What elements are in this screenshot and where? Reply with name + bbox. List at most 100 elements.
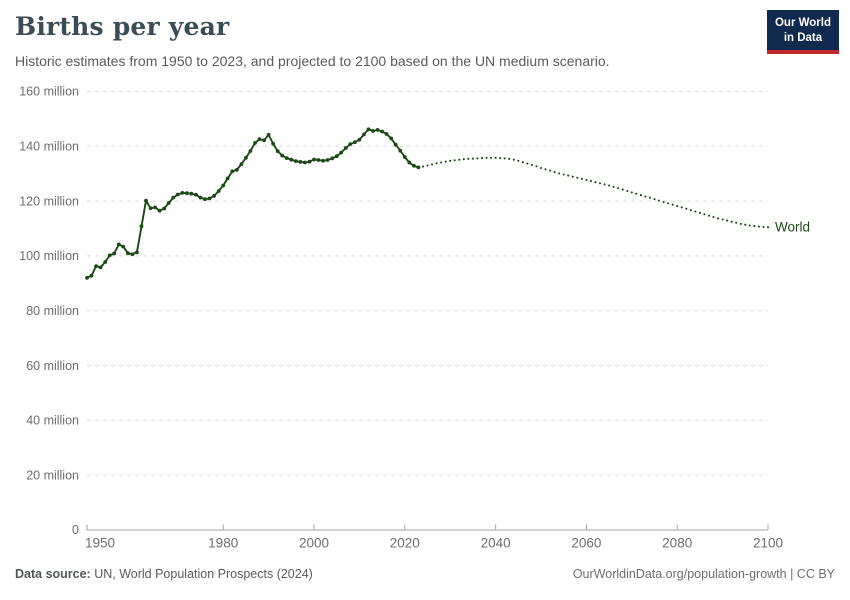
- projection-dot: [644, 195, 647, 198]
- data-point: [121, 244, 126, 249]
- data-point: [148, 206, 153, 211]
- projection-dot: [685, 207, 688, 210]
- data-point: [189, 191, 194, 196]
- data-point: [112, 251, 117, 256]
- chart-title: Births per year: [15, 12, 230, 41]
- projection-dot: [707, 214, 711, 217]
- projection-dot: [440, 161, 443, 164]
- projection-dot: [639, 194, 642, 197]
- data-point: [275, 149, 280, 154]
- projection-dot: [485, 156, 488, 159]
- projection-dot: [421, 165, 425, 168]
- data-point: [280, 153, 285, 158]
- data-point: [402, 155, 407, 159]
- projection-dot: [617, 187, 620, 190]
- projection-dot: [526, 162, 529, 165]
- projection-dot: [453, 159, 456, 162]
- projection-dot: [689, 209, 692, 212]
- y-tick-label: 60 million: [26, 359, 79, 373]
- projection-dot: [680, 206, 683, 209]
- projection-dot: [657, 199, 661, 202]
- projection-dot: [653, 198, 656, 201]
- projection-dot: [612, 185, 615, 188]
- data-point: [144, 198, 148, 203]
- data-point: [339, 150, 344, 155]
- y-tick-label: 40 million: [26, 414, 79, 428]
- data-point: [94, 264, 98, 268]
- x-tick-label: 1980: [208, 536, 238, 551]
- owid-logo-line1: Our World: [774, 17, 831, 29]
- projection-dot: [667, 202, 670, 205]
- projection-dot: [521, 161, 524, 164]
- data-point: [316, 158, 321, 162]
- data-point: [384, 132, 389, 136]
- data-point: [407, 160, 412, 165]
- projection-dot: [535, 165, 538, 168]
- owid-logo-line2: in Data: [783, 31, 823, 44]
- projection-dot: [480, 157, 484, 160]
- projection-dot: [735, 221, 738, 224]
- projection-dot: [562, 173, 565, 176]
- projection-dot: [426, 164, 429, 167]
- data-point: [371, 129, 375, 133]
- projection-dot: [499, 157, 502, 160]
- data-point: [166, 201, 171, 205]
- projection-dot: [530, 163, 533, 166]
- projection-dot: [471, 157, 474, 160]
- projection-dot: [430, 163, 434, 166]
- data-point: [98, 265, 103, 270]
- x-tick-label: 2040: [481, 536, 511, 551]
- projection-dot: [458, 158, 461, 161]
- data-point: [157, 208, 162, 213]
- data-point: [198, 195, 203, 200]
- projection-dot: [671, 203, 674, 206]
- y-tick-label: 0: [72, 523, 79, 537]
- data-point: [303, 160, 307, 165]
- projection-dot: [558, 172, 561, 175]
- data-point: [353, 140, 357, 145]
- data-point: [126, 251, 130, 256]
- data-point: [312, 157, 316, 162]
- data-point: [321, 158, 325, 163]
- data-point: [366, 127, 371, 132]
- data-point: [203, 197, 207, 202]
- projection-dot: [662, 200, 665, 203]
- data-point: [89, 273, 94, 278]
- data-point: [253, 141, 257, 145]
- projection-dot: [717, 217, 720, 220]
- projection-dot: [712, 215, 715, 219]
- data-point: [107, 253, 112, 258]
- x-tick-label: 2100: [753, 536, 783, 551]
- data-point: [230, 169, 235, 174]
- projection-dot: [467, 157, 470, 160]
- projection-dot: [753, 225, 756, 228]
- x-tick-label: 2020: [390, 536, 420, 551]
- projection-dot: [444, 160, 447, 163]
- data-point: [225, 176, 230, 181]
- data-point: [262, 138, 266, 143]
- data-point: [194, 192, 198, 197]
- projection-dot: [766, 226, 770, 229]
- data-point: [298, 160, 303, 164]
- owid-url-license[interactable]: OurWorldinData.org/population-growth | C…: [572, 567, 835, 581]
- x-tick-label: 1950: [85, 536, 115, 551]
- data-point: [180, 191, 185, 195]
- y-tick-label: 100 million: [19, 249, 79, 263]
- projection-dot: [603, 183, 606, 186]
- data-point: [153, 205, 158, 210]
- projection-dot: [544, 168, 547, 171]
- projection-dot: [571, 175, 574, 178]
- projection-dot: [721, 218, 724, 221]
- projection-dot: [698, 211, 701, 214]
- y-tick-label: 120 million: [19, 194, 79, 208]
- x-tick-label: 2000: [299, 536, 329, 551]
- projection-dot: [676, 205, 679, 208]
- data-point: [416, 165, 421, 170]
- projection-dot: [462, 158, 465, 161]
- projection-dot: [449, 159, 452, 162]
- owid-logo[interactable]: Our World in Data: [766, 10, 839, 54]
- data-point: [330, 156, 335, 161]
- data-point: [343, 146, 348, 150]
- projection-dot: [539, 166, 543, 170]
